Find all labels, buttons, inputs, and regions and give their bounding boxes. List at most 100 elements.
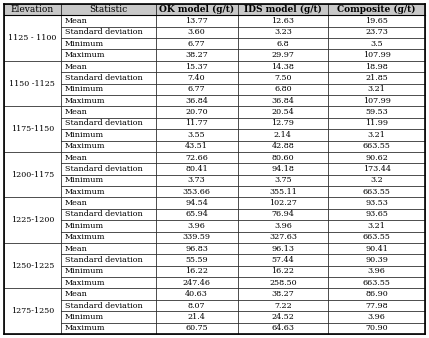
Text: 1225-1200: 1225-1200 — [11, 216, 54, 224]
Bar — [238, 322, 328, 334]
Text: 353.66: 353.66 — [183, 188, 211, 196]
Text: 36.84: 36.84 — [185, 97, 208, 105]
Text: 11.77: 11.77 — [185, 119, 208, 127]
Bar — [328, 232, 425, 243]
Bar — [156, 186, 238, 197]
Text: 57.44: 57.44 — [272, 256, 294, 264]
Bar — [156, 277, 238, 288]
Text: 3.60: 3.60 — [188, 28, 205, 37]
Text: 1250-1225: 1250-1225 — [11, 262, 54, 270]
Text: Mean: Mean — [65, 290, 88, 298]
Text: Mean: Mean — [65, 199, 88, 207]
Bar — [156, 254, 238, 266]
Bar — [238, 300, 328, 311]
Bar — [61, 152, 156, 163]
Text: 663.55: 663.55 — [363, 188, 390, 196]
Text: 663.55: 663.55 — [363, 233, 390, 241]
Bar — [4, 61, 61, 106]
Text: 21.85: 21.85 — [365, 74, 388, 82]
Text: 3.75: 3.75 — [274, 176, 292, 184]
Bar — [61, 163, 156, 175]
Text: 72.66: 72.66 — [185, 153, 208, 162]
Bar — [238, 49, 328, 61]
Text: 80.41: 80.41 — [185, 165, 208, 173]
Bar — [328, 95, 425, 106]
Bar — [328, 288, 425, 300]
Text: Minimum: Minimum — [65, 40, 104, 48]
Bar — [238, 141, 328, 152]
Text: 70.90: 70.90 — [365, 324, 388, 332]
Bar — [238, 175, 328, 186]
Text: 2.14: 2.14 — [274, 131, 292, 139]
Text: 76.94: 76.94 — [272, 211, 294, 218]
Text: 93.65: 93.65 — [365, 211, 388, 218]
Text: 43.51: 43.51 — [185, 142, 208, 150]
Text: Maximum: Maximum — [65, 142, 106, 150]
Text: 60.75: 60.75 — [185, 324, 208, 332]
Bar — [156, 61, 238, 72]
Text: 6.77: 6.77 — [188, 40, 205, 48]
Bar — [328, 209, 425, 220]
Text: 3.96: 3.96 — [187, 222, 205, 230]
Bar — [328, 300, 425, 311]
Bar — [238, 163, 328, 175]
Text: 38.27: 38.27 — [272, 290, 294, 298]
Text: Minimum: Minimum — [65, 131, 104, 139]
Bar — [4, 288, 61, 334]
Text: Standard deviation: Standard deviation — [65, 119, 142, 127]
Bar — [238, 254, 328, 266]
Bar — [156, 27, 238, 38]
Text: 3.21: 3.21 — [368, 85, 386, 93]
Text: 12.79: 12.79 — [272, 119, 294, 127]
Bar — [156, 232, 238, 243]
Text: 3.5: 3.5 — [370, 40, 383, 48]
Bar — [238, 83, 328, 95]
Bar — [156, 95, 238, 106]
Text: 14.38: 14.38 — [272, 63, 294, 71]
Text: 3.55: 3.55 — [188, 131, 205, 139]
Text: 102.27: 102.27 — [269, 199, 297, 207]
Text: Standard deviation: Standard deviation — [65, 211, 142, 218]
Text: 663.55: 663.55 — [363, 142, 390, 150]
Bar — [328, 311, 425, 322]
Bar — [61, 118, 156, 129]
Bar — [156, 15, 238, 27]
Bar — [238, 243, 328, 254]
Bar — [156, 288, 238, 300]
Text: Mean: Mean — [65, 153, 88, 162]
Bar — [61, 288, 156, 300]
Text: 247.46: 247.46 — [183, 279, 211, 287]
Bar — [156, 209, 238, 220]
Text: Minimum: Minimum — [65, 176, 104, 184]
Text: 65.94: 65.94 — [185, 211, 208, 218]
Text: 38.27: 38.27 — [185, 51, 208, 59]
Text: Standard deviation: Standard deviation — [65, 28, 142, 37]
Bar — [61, 254, 156, 266]
Text: Maximum: Maximum — [65, 51, 106, 59]
Text: 12.63: 12.63 — [272, 17, 294, 25]
Text: 7.22: 7.22 — [274, 301, 292, 310]
Bar — [238, 72, 328, 83]
Text: Minimum: Minimum — [65, 85, 104, 93]
Bar — [156, 266, 238, 277]
Bar — [328, 49, 425, 61]
Bar — [61, 311, 156, 322]
Text: 24.52: 24.52 — [272, 313, 294, 321]
Text: 20.70: 20.70 — [185, 108, 208, 116]
Text: OK model (g/t): OK model (g/t) — [159, 5, 234, 14]
Text: Mean: Mean — [65, 108, 88, 116]
Text: 327.63: 327.63 — [269, 233, 297, 241]
Bar — [156, 118, 238, 129]
Bar — [156, 311, 238, 322]
Text: Minimum: Minimum — [65, 222, 104, 230]
Text: 7.50: 7.50 — [274, 74, 292, 82]
Text: Statistic: Statistic — [89, 5, 127, 14]
Text: Standard deviation: Standard deviation — [65, 256, 142, 264]
Text: 339.59: 339.59 — [183, 233, 211, 241]
Text: 8.07: 8.07 — [188, 301, 205, 310]
Text: 77.98: 77.98 — [365, 301, 388, 310]
Text: 94.18: 94.18 — [272, 165, 294, 173]
Bar — [61, 175, 156, 186]
Bar — [238, 220, 328, 232]
Bar — [61, 141, 156, 152]
